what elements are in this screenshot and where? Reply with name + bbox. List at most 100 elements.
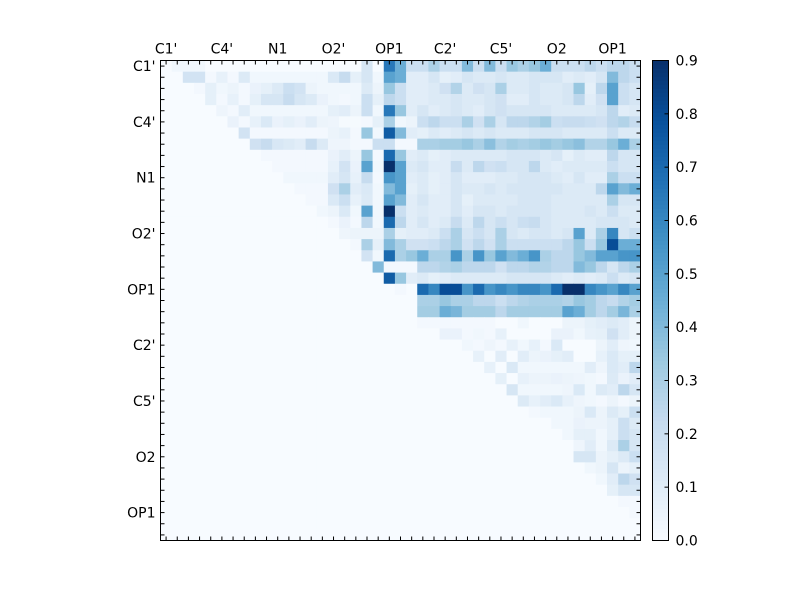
- heatmap-cell: [540, 194, 552, 207]
- heatmap-cell: [350, 406, 362, 419]
- heatmap-cell: [260, 440, 273, 452]
- heatmap-cell: [584, 239, 597, 251]
- heatmap-cell: [160, 328, 173, 340]
- heatmap-cell: [339, 484, 351, 497]
- heatmap-cell: [406, 272, 418, 285]
- heatmap-cell: [517, 250, 530, 262]
- heatmap-cell: [327, 283, 340, 296]
- heatmap-cell: [361, 261, 373, 273]
- heatmap-cell: [316, 127, 329, 140]
- heatmap-cell: [551, 105, 563, 117]
- heatmap-cell: [350, 417, 362, 430]
- heatmap-cell: [450, 93, 463, 106]
- heatmap-cell: [205, 484, 217, 497]
- heatmap-cell: [473, 183, 485, 195]
- heatmap-cell: [629, 283, 641, 296]
- heatmap-cell: [584, 440, 597, 452]
- heatmap-cell: [272, 473, 284, 486]
- heatmap-cell: [406, 250, 418, 262]
- heatmap-cell: [629, 384, 641, 396]
- heatmap-cell: [160, 451, 173, 463]
- heatmap-cell: [394, 451, 407, 463]
- colorbar-tick-label: 0.9: [676, 54, 698, 70]
- heatmap-cell: [473, 529, 485, 541]
- heatmap-cell: [249, 71, 262, 84]
- colorbar-segment: [652, 184, 669, 189]
- heatmap-cell: [495, 227, 507, 240]
- heatmap-cell: [573, 105, 586, 117]
- heatmap-cell: [517, 406, 530, 419]
- heatmap-cell: [417, 60, 429, 73]
- heatmap-cell: [461, 82, 474, 95]
- heatmap-cell: [428, 160, 440, 173]
- heatmap-cell: [584, 473, 597, 486]
- colorbar-segment: [652, 320, 669, 325]
- heatmap-cell: [193, 373, 206, 385]
- heatmap-cell: [562, 239, 574, 251]
- heatmap-cell: [361, 82, 373, 95]
- heatmap-cell: [394, 507, 407, 519]
- heatmap-cell: [383, 71, 396, 84]
- heatmap-cell: [361, 518, 373, 530]
- heatmap-cell: [540, 339, 552, 352]
- heatmap-cell: [227, 306, 240, 318]
- heatmap-cell: [227, 406, 240, 419]
- heatmap-cell: [182, 317, 195, 329]
- heatmap-cell: [193, 93, 206, 106]
- heatmap-cell: [193, 462, 206, 474]
- heatmap-cell: [629, 149, 641, 162]
- heatmap-cell: [495, 160, 507, 173]
- heatmap-cell: [540, 172, 552, 184]
- heatmap-cell: [361, 529, 373, 541]
- heatmap-cell: [461, 462, 474, 474]
- heatmap-cell: [327, 71, 340, 84]
- heatmap-cell: [562, 250, 574, 262]
- heatmap-cell: [562, 428, 574, 441]
- heatmap-cell: [193, 406, 206, 419]
- heatmap-cell: [584, 484, 597, 497]
- heatmap-cell: [394, 384, 407, 396]
- heatmap-cell: [495, 507, 507, 519]
- heatmap-cell: [171, 183, 184, 195]
- heatmap-cell: [573, 473, 586, 486]
- heatmap-cell: [439, 239, 452, 251]
- heatmap-cell: [283, 317, 295, 329]
- heatmap-cell: [484, 462, 496, 474]
- colorbar-segment: [652, 188, 669, 193]
- heatmap-cell: [216, 60, 228, 73]
- heatmap-cell: [629, 484, 641, 497]
- heatmap-cell: [272, 160, 284, 173]
- heatmap-cell: [193, 116, 206, 128]
- heatmap-cell: [283, 428, 295, 441]
- heatmap-cell: [473, 205, 485, 218]
- heatmap-cell: [618, 60, 630, 73]
- heatmap-cell: [562, 283, 574, 296]
- heatmap-cell: [350, 138, 362, 151]
- heatmap-cell: [227, 105, 240, 117]
- heatmap-cell: [540, 406, 552, 419]
- heatmap-cell: [506, 183, 519, 195]
- heatmap-cell: [260, 462, 273, 474]
- heatmap-cell: [629, 205, 641, 218]
- heatmap-cell: [260, 105, 273, 117]
- heatmap-cell: [394, 261, 407, 273]
- colorbar-segment: [652, 360, 669, 365]
- heatmap-cell: [260, 406, 273, 419]
- heatmap-cell: [484, 495, 496, 508]
- colorbar-segment: [652, 104, 669, 109]
- heatmap-cell: [528, 250, 541, 262]
- heatmap-cell: [249, 484, 262, 497]
- heatmap-cell: [294, 138, 307, 151]
- heatmap-cell: [339, 216, 351, 229]
- heatmap-cell: [283, 384, 295, 396]
- heatmap-cell: [394, 272, 407, 285]
- heatmap-cell: [305, 149, 318, 162]
- heatmap-cell: [461, 261, 474, 273]
- heatmap-cell: [193, 440, 206, 452]
- heatmap-cell: [339, 306, 351, 318]
- heatmap-cell: [595, 350, 608, 363]
- heatmap-cell: [517, 60, 530, 73]
- heatmap-cell: [294, 239, 307, 251]
- heatmap-cell: [283, 149, 295, 162]
- colorbar-segment: [652, 404, 669, 409]
